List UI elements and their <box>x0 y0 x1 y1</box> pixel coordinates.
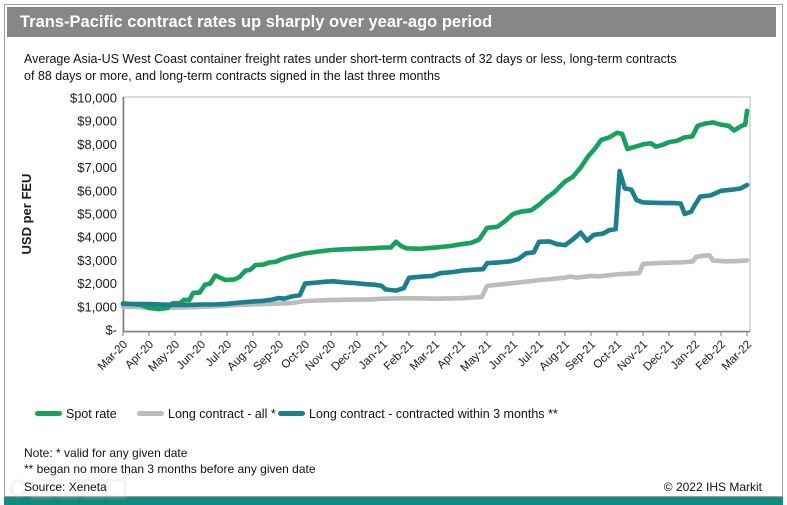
legend-item-long-contract-3mo: Long contract - contracted within 3 mont… <box>278 406 558 421</box>
svg-text:$9,000: $9,000 <box>77 114 117 129</box>
svg-text:$10,000: $10,000 <box>70 91 117 106</box>
legend-item-spot-rate: Spot rate <box>35 406 117 421</box>
figure-page: Trans-Pacific contract rates up sharply … <box>0 0 787 505</box>
legend-item-long-contract-all: Long contract - all * <box>137 406 276 421</box>
svg-text:$2,000: $2,000 <box>77 276 117 291</box>
svg-text:$8,000: $8,000 <box>77 137 117 152</box>
svg-text:$7,000: $7,000 <box>77 160 117 175</box>
svg-text:Mar-22: Mar-22 <box>720 339 754 373</box>
svg-text:$3,000: $3,000 <box>77 253 117 268</box>
svg-text:$5,000: $5,000 <box>77 207 117 222</box>
long-contract-3mo-swatch <box>278 411 305 416</box>
svg-text:Mar-20: Mar-20 <box>96 339 130 373</box>
footnote-1: Note: * valid for any given date <box>24 446 187 460</box>
source-credit: Source: Xeneta <box>24 480 107 494</box>
long-contract-all-label: Long contract - all * <box>168 407 276 421</box>
svg-text:$6,000: $6,000 <box>77 183 117 198</box>
rates-line-chart: Mar-20Apr-20May-20Jun-20Jul-20Aug-20Sep-… <box>0 0 787 440</box>
long-contract-all-swatch <box>137 411 164 416</box>
svg-text:Jun-20: Jun-20 <box>175 339 208 372</box>
svg-text:Mar-21: Mar-21 <box>408 339 442 373</box>
spot-rate-swatch <box>35 411 62 416</box>
spot-rate-label: Spot rate <box>66 407 117 421</box>
svg-text:$4,000: $4,000 <box>77 230 117 245</box>
svg-text:USD per FEU: USD per FEU <box>19 174 34 255</box>
svg-text:Jun-21: Jun-21 <box>487 339 520 372</box>
svg-text:$-: $- <box>105 323 117 338</box>
footnote-2: ** began no more than 3 months before an… <box>24 462 316 476</box>
copyright-credit: © 2022 IHS Markit <box>664 480 762 494</box>
svg-text:$1,000: $1,000 <box>77 299 117 314</box>
long-contract-3mo-label: Long contract - contracted within 3 mont… <box>309 407 558 421</box>
